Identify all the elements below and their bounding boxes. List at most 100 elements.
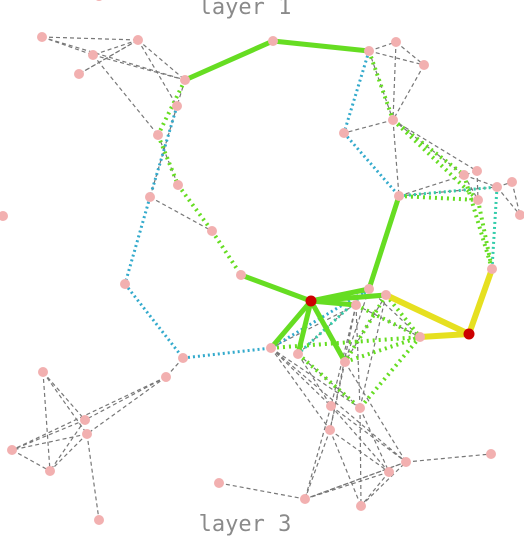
node-p6 [486,449,496,459]
node-n_top [96,0,102,1]
node-l5 [45,466,55,476]
edge-b3-b4 [392,64,425,121]
edge-p9-p4 [360,461,407,507]
edge-l1-l3 [42,371,88,435]
edge-b1-b3 [368,50,425,66]
edge-m3-m8 [344,294,387,363]
edge-m8-m5 [344,335,421,364]
edge-d4-d6 [511,181,521,216]
node-l6 [94,515,104,525]
edge-d3-d6 [496,186,521,216]
edge-m2-m7 [296,287,371,356]
node-c2 [153,130,163,140]
node-m4 [351,300,361,310]
node-a1 [37,32,47,42]
edge-m6-p2 [270,347,361,409]
edge-m1-m9 [123,283,185,359]
edge-a1-a2 [41,36,139,41]
node-l1 [38,367,48,377]
edge-p7-p8 [218,482,306,500]
node-d2 [472,166,482,176]
edge-l3-l4 [11,433,88,451]
edge-b1-b4 [367,50,395,121]
edge-d3-d8 [490,186,499,270]
node-b3 [419,60,429,70]
edge-m7-p1 [297,353,332,407]
edge-p3-p5 [329,429,390,473]
edge-l2-l4 [11,419,86,451]
edge-m6-m5 [270,335,421,350]
node-p9 [356,501,366,511]
edge-a4-a2 [78,39,139,75]
edge-d7-m2 [366,193,402,292]
edge-p5-p9 [360,471,390,507]
edge-m4-p2 [355,304,361,409]
edge-c4-c5 [149,196,213,232]
edge-c5-c6 [210,229,243,277]
edge-h1-m8 [308,298,348,365]
edge-l1-l2 [42,371,86,421]
node-b5 [339,128,349,138]
edge-h1-m4 [308,298,359,308]
node-c3 [173,180,183,190]
node-d4 [507,177,517,187]
edge-m8-p4 [344,361,407,463]
node-c4 [145,192,155,202]
node-d7 [394,191,404,201]
edge-p4-p6 [405,453,492,463]
node-p8 [300,494,310,504]
node-d5 [473,195,483,205]
edge-b2-b3 [395,41,425,66]
edge-m10-l4 [11,376,167,451]
edge-m4-m5 [355,304,421,338]
node-d3 [492,182,502,192]
edge-a2-a3 [92,39,139,56]
node-m3 [381,290,391,300]
edge-d7-d3 [398,185,498,198]
edge-d7-d5 [398,194,479,202]
node-m6 [266,343,276,353]
node-d1 [459,170,469,180]
edge-b4-b5 [343,119,394,134]
node-d8 [487,264,497,274]
highlight-node-h2 [463,328,475,340]
edge-d1-d8 [462,174,494,270]
edge-p1-p8 [304,405,332,500]
node-p5 [384,467,394,477]
edge-m5-h2 [417,331,472,340]
edge-m8-p3 [329,361,346,431]
node-a5 [180,75,190,85]
node-b2 [391,37,401,47]
edge-b1-b5 [342,50,371,134]
node-p1 [326,401,336,411]
node-p7 [214,478,224,488]
edge-m3-h2 [383,292,472,337]
node-b1 [364,46,374,56]
edge-d1-d3 [463,174,498,188]
edge-a2-a4 [78,39,139,75]
edge-m9-m6 [182,346,272,360]
edge-m5-p2 [358,335,422,410]
edge-c6-h1 [238,272,314,304]
label-layer-3: layer 3 [199,512,292,537]
edge-m10-l2 [84,376,167,421]
node-c6 [236,270,246,280]
edge-p8-p4 [304,461,407,500]
node-a3 [88,50,98,60]
edge-p1-p4 [330,405,407,463]
node-m9 [178,353,188,363]
node-l2 [80,415,90,425]
edge-l4-l5 [11,449,51,472]
edge-h2-d8 [466,266,495,337]
node-a4 [74,69,84,79]
highlight-node-h1 [305,295,317,307]
edge-c4-m1 [123,196,152,285]
edge-l3-l5 [49,433,88,472]
node-layer [0,0,524,525]
edge-m6-p3 [270,347,331,431]
edge-l3-l6 [86,433,100,521]
node-a2 [133,35,143,45]
edge-c1-c4 [148,105,179,198]
label-layer-1: layer 1 [199,0,292,20]
